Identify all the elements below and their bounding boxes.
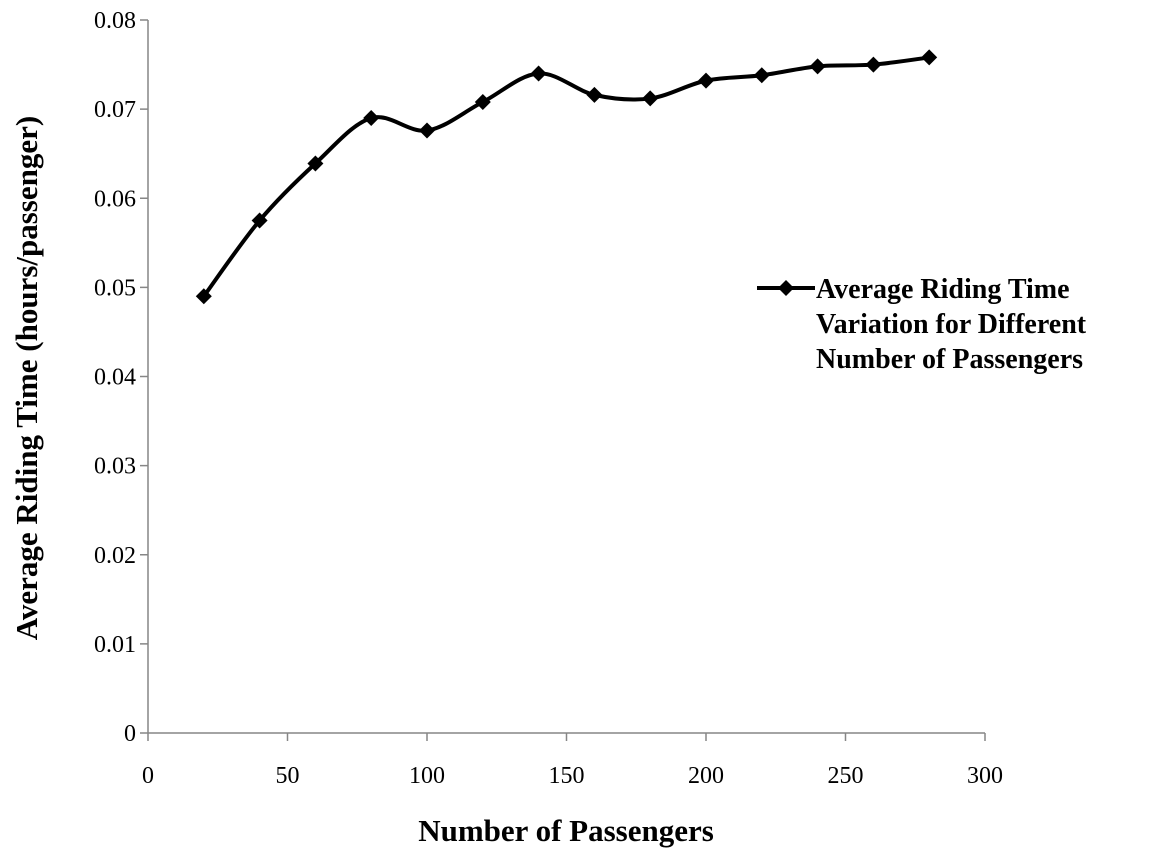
- data-point-marker: [530, 65, 547, 82]
- data-point-marker: [642, 90, 659, 107]
- legend-label: Variation for Different: [816, 309, 1087, 340]
- x-ticks: 0 50 100 150 200 250 300: [142, 733, 1003, 789]
- x-tick-label: 150: [549, 763, 585, 789]
- data-point-marker: [586, 86, 603, 103]
- x-tick-label: 200: [688, 763, 724, 789]
- data-point-marker: [474, 93, 491, 110]
- series-line: [201, 55, 932, 299]
- data-point-marker: [307, 155, 324, 172]
- data-point-marker: [698, 72, 714, 89]
- y-tick-label: 0.06: [94, 186, 136, 212]
- y-tick-label: 0.02: [94, 543, 136, 569]
- data-point-marker: [809, 58, 826, 75]
- legend: Average Riding Time Variation for Differe…: [757, 274, 1087, 375]
- data-point-marker: [363, 110, 380, 127]
- y-tick-label: 0: [124, 721, 136, 747]
- y-tick-label: 0.01: [94, 632, 136, 658]
- data-point-marker: [195, 288, 212, 305]
- data-point-marker: [419, 122, 435, 139]
- legend-label: Average Riding Time: [816, 274, 1070, 305]
- data-point-marker: [753, 67, 770, 84]
- series-group: [195, 49, 938, 305]
- data-point-marker: [921, 49, 938, 66]
- y-tick-label: 0.07: [94, 97, 136, 123]
- x-tick-label: 100: [409, 763, 445, 789]
- y-axis-title: Average Riding Time (hours/passenger): [9, 116, 44, 640]
- legend-marker: [778, 280, 794, 296]
- data-point-marker: [865, 56, 882, 73]
- y-tick-label: 0.05: [94, 275, 136, 301]
- x-axis-title: Number of Passengers: [418, 813, 714, 848]
- y-tick-label: 0.08: [94, 8, 136, 34]
- axes: [147, 20, 985, 734]
- y-tick-label: 0.04: [94, 365, 136, 391]
- y-tick-label: 0.03: [94, 454, 136, 480]
- x-tick-label: 50: [276, 763, 300, 789]
- legend-label: Number of Passengers: [816, 344, 1083, 375]
- data-point-marker: [251, 212, 268, 229]
- y-ticks: 0 0.01 0.02 0.03 0.04 0.05 0.06 0.07 0.08: [94, 8, 148, 747]
- x-tick-label: 250: [828, 763, 864, 789]
- x-tick-label: 300: [967, 763, 1003, 789]
- x-tick-label: 0: [142, 763, 154, 789]
